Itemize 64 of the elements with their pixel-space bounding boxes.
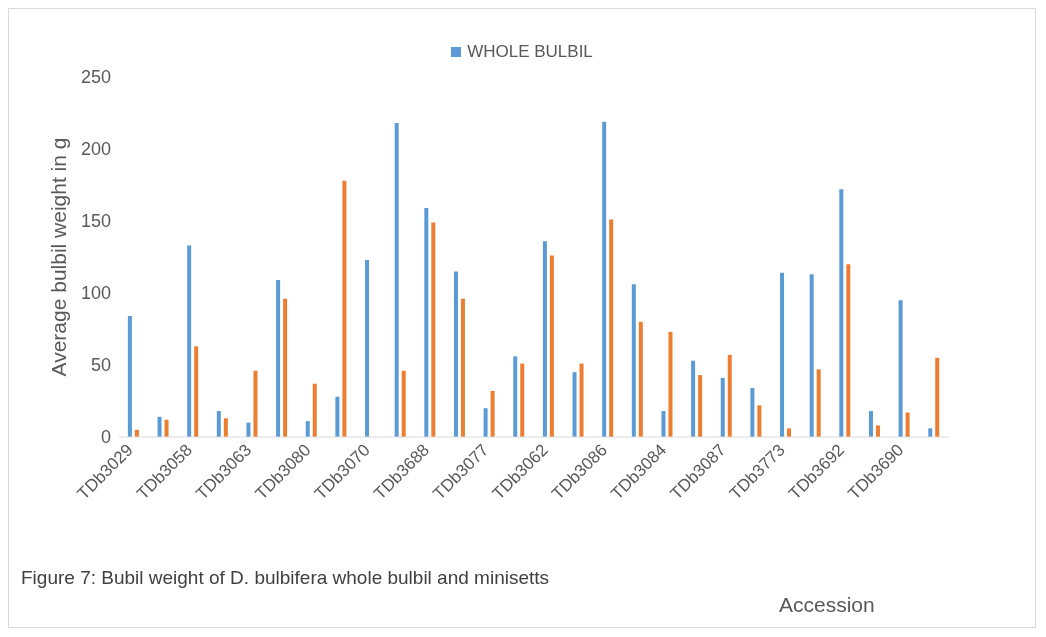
bar: [809, 274, 814, 437]
bar: [609, 219, 614, 437]
bar: [757, 405, 762, 437]
bar: [312, 383, 317, 437]
bar: [520, 363, 525, 437]
bar: [283, 298, 288, 437]
bar: [513, 356, 518, 437]
bar: [401, 370, 406, 437]
bar: [750, 388, 755, 437]
y-tick-label: 200: [80, 139, 111, 160]
y-tick-label: 250: [80, 67, 111, 88]
bar: [668, 331, 673, 437]
bar: [365, 259, 370, 437]
bar: [253, 370, 258, 437]
y-tick-label: 100: [80, 283, 111, 304]
y-tick-label: 50: [90, 355, 111, 376]
bar: [572, 372, 577, 437]
bar: [780, 272, 785, 437]
bar: [394, 123, 399, 437]
bar: [431, 222, 436, 437]
bar: [246, 422, 251, 437]
bar: [875, 425, 880, 437]
y-tick-label: 0: [100, 427, 111, 448]
bar: [460, 298, 465, 437]
bar: [631, 284, 636, 437]
bar: [305, 421, 310, 437]
bar: [787, 428, 792, 437]
caption: Figure 7: Bubil weight of D. bulbifera whole bulbil and minisetts: [21, 567, 550, 589]
bar: [602, 121, 607, 437]
bar: [453, 271, 458, 437]
bar: [638, 321, 643, 437]
bar: [342, 180, 347, 437]
bar: [276, 280, 281, 437]
bar: [424, 208, 429, 437]
bar: [542, 241, 547, 437]
bar: [720, 377, 725, 437]
bar: [157, 416, 162, 437]
bar: [216, 411, 221, 437]
bar: [727, 354, 732, 437]
bar: [335, 396, 340, 437]
y-tick-label: 150: [80, 211, 111, 232]
bar: [164, 419, 169, 437]
bar: [579, 363, 584, 437]
bar: [839, 189, 844, 437]
bar: [816, 369, 821, 437]
bar: [846, 264, 851, 437]
bar: [898, 300, 903, 437]
bar: [905, 412, 910, 437]
bar: [928, 428, 933, 437]
y-axis-title: Average bulbil weight in g: [47, 137, 71, 377]
bar: [935, 357, 940, 437]
bar: [490, 390, 495, 437]
bar: [127, 316, 132, 437]
bar: [691, 360, 696, 437]
bar: [698, 375, 703, 437]
bar: [483, 408, 488, 437]
bar: [549, 255, 554, 437]
bar: [187, 245, 192, 437]
bar: [868, 411, 873, 437]
bar: [661, 411, 666, 437]
bar: [223, 418, 228, 437]
bar: [194, 346, 199, 437]
x-axis-title: Accession: [779, 593, 875, 617]
legend-label: WHOLE BULBIL: [466, 42, 593, 62]
